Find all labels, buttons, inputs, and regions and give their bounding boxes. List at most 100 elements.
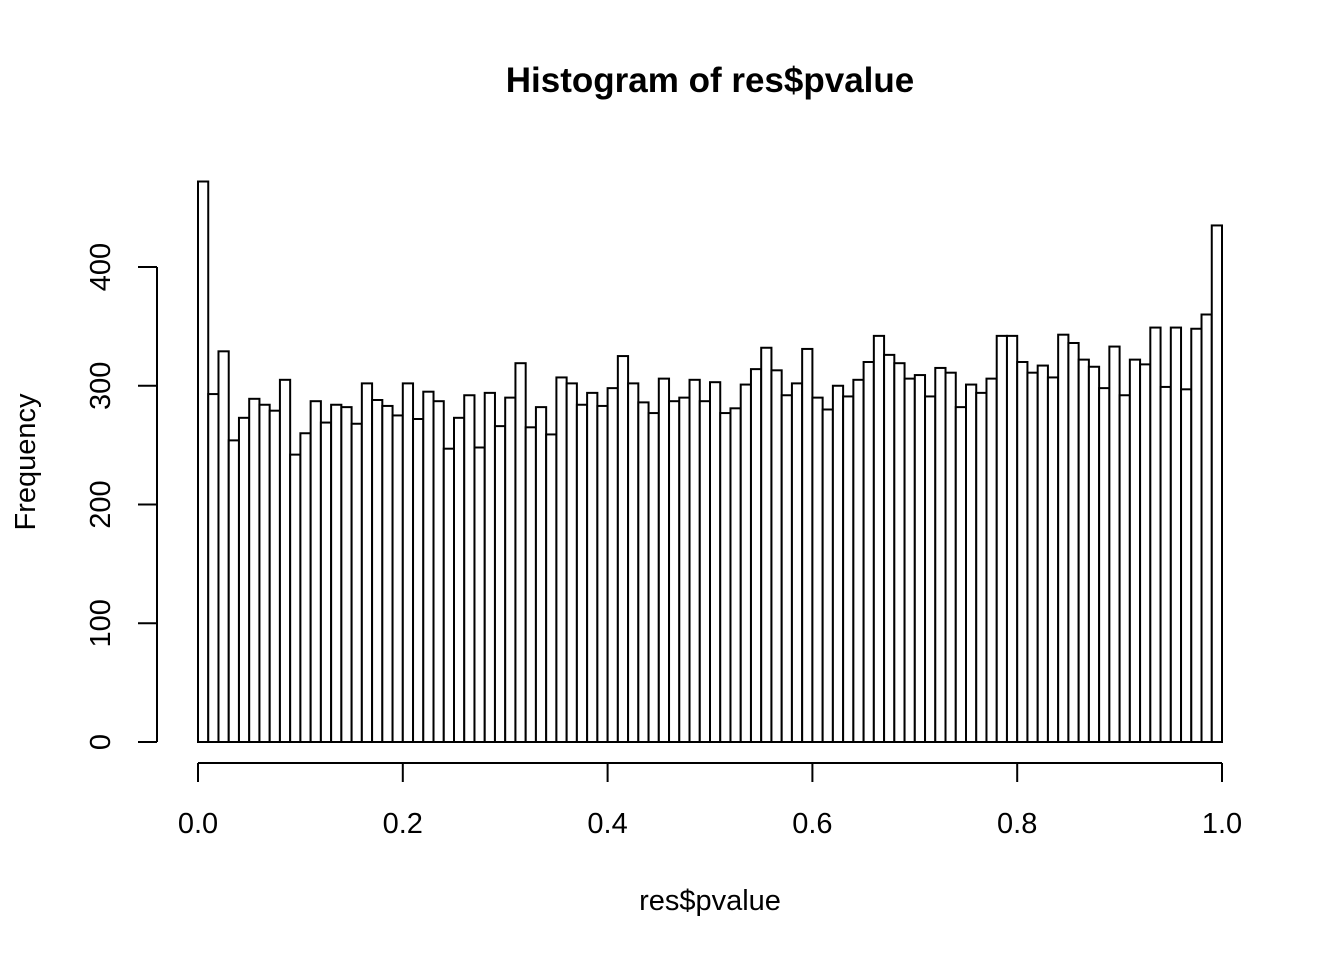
histogram-bar — [319, 421, 333, 743]
histogram-bar — [371, 399, 384, 743]
histogram-bar — [1067, 342, 1080, 743]
histogram-bar — [862, 361, 875, 743]
histogram-bar — [668, 400, 681, 743]
histogram-bar — [422, 390, 435, 743]
x-tick-label: 1.0 — [1202, 808, 1242, 840]
histogram-bar — [688, 378, 701, 743]
histogram-bar — [565, 382, 578, 743]
x-tick-label: 0.8 — [997, 808, 1037, 840]
histogram-bar — [893, 362, 906, 743]
y-tick-label: 300 — [85, 362, 117, 410]
histogram-bar — [1180, 388, 1193, 743]
histogram-bar — [258, 403, 271, 743]
y-axis: 0 100 200 300 400 — [85, 243, 158, 750]
histogram-bar — [811, 396, 824, 743]
histogram-bar — [760, 346, 773, 743]
histogram-bar — [207, 393, 220, 743]
histogram-bar — [944, 371, 957, 743]
histogram-bar — [596, 404, 609, 743]
histogram-bar — [340, 406, 353, 743]
histogram-bar — [975, 391, 988, 743]
histogram-bar — [647, 412, 660, 743]
histogram-bar — [790, 382, 804, 743]
y-tick-label: 100 — [85, 599, 117, 647]
histogram-bar — [330, 403, 343, 743]
histogram-bar — [1210, 224, 1224, 743]
histogram-bar — [739, 383, 752, 743]
histogram-bar — [831, 384, 845, 743]
histogram-bar — [401, 382, 415, 743]
x-axis-label: res$pvalue — [639, 885, 781, 917]
histogram-bar — [412, 418, 425, 743]
histogram-bar — [227, 439, 240, 743]
histogram-bar — [432, 400, 445, 743]
histogram-bar — [1200, 313, 1213, 743]
histogram-bar — [524, 426, 537, 743]
chart-title: Histogram of res$pvalue — [506, 61, 914, 100]
histogram-bar — [709, 381, 722, 743]
histogram-bar — [1128, 358, 1142, 743]
histogram-bar — [903, 377, 916, 743]
histogram-bar — [913, 374, 927, 743]
x-tick-label: 0.0 — [178, 808, 218, 840]
histogram-bar — [934, 366, 947, 743]
histogram-bar — [801, 347, 814, 743]
histogram-bar — [1159, 385, 1172, 743]
histogram-bar — [555, 376, 568, 743]
histogram-bar — [719, 412, 732, 743]
histogram-bar — [545, 433, 558, 743]
histogram-bar — [995, 334, 1008, 743]
histogram-bar — [842, 395, 855, 743]
histogram-bar — [575, 403, 589, 743]
histogram-bar — [637, 401, 650, 743]
histogram-bar — [1169, 326, 1183, 743]
histogram-bar — [883, 353, 896, 743]
histogram-bar — [606, 387, 619, 743]
histogram-bar — [473, 446, 486, 743]
histogram-bar — [514, 362, 527, 743]
histogram-bar — [483, 391, 496, 743]
histogram-bar — [1077, 358, 1090, 743]
histogram-bar — [749, 368, 763, 743]
histogram-bar — [852, 378, 865, 743]
histogram-bar — [729, 407, 742, 743]
histogram-bar — [1026, 371, 1039, 743]
histogram-bar — [965, 383, 978, 743]
histogram-bar — [493, 425, 507, 743]
histogram-bar — [289, 453, 302, 743]
histogram-bar — [453, 416, 466, 743]
histogram-bar — [381, 404, 394, 743]
histogram-bar — [586, 391, 599, 743]
histogram-bar — [954, 406, 968, 743]
histogram-bar — [1118, 394, 1131, 743]
histogram-bar — [698, 400, 712, 743]
histogram-bar — [872, 334, 886, 743]
histogram-bar — [504, 396, 517, 743]
histogram-bar — [1005, 334, 1019, 743]
histogram-bar — [278, 378, 292, 743]
x-tick-label: 0.6 — [792, 808, 832, 840]
histogram-bar — [1087, 365, 1101, 743]
histogram-bar — [985, 377, 998, 743]
histogram-bar — [237, 416, 251, 743]
histogram-bar — [299, 432, 312, 743]
y-tick-label: 400 — [85, 243, 117, 291]
histogram-bar — [197, 180, 210, 743]
histogram-bar — [616, 355, 630, 743]
histogram-bar — [1046, 376, 1060, 743]
histogram-bar — [360, 382, 374, 743]
histogram-bar — [821, 408, 834, 743]
histogram-bar — [1149, 326, 1162, 743]
histogram-bar — [924, 395, 937, 743]
histogram-bar — [780, 394, 793, 743]
y-axis-label: Frequency — [10, 393, 42, 531]
histogram-bar — [1108, 345, 1121, 743]
histogram-bar — [1098, 387, 1111, 743]
y-tick-label: 0 — [85, 734, 117, 750]
y-tick-label: 200 — [85, 480, 117, 528]
histogram-bar — [217, 350, 230, 743]
x-tick-label: 0.4 — [587, 808, 627, 840]
histogram-bar — [350, 422, 363, 743]
